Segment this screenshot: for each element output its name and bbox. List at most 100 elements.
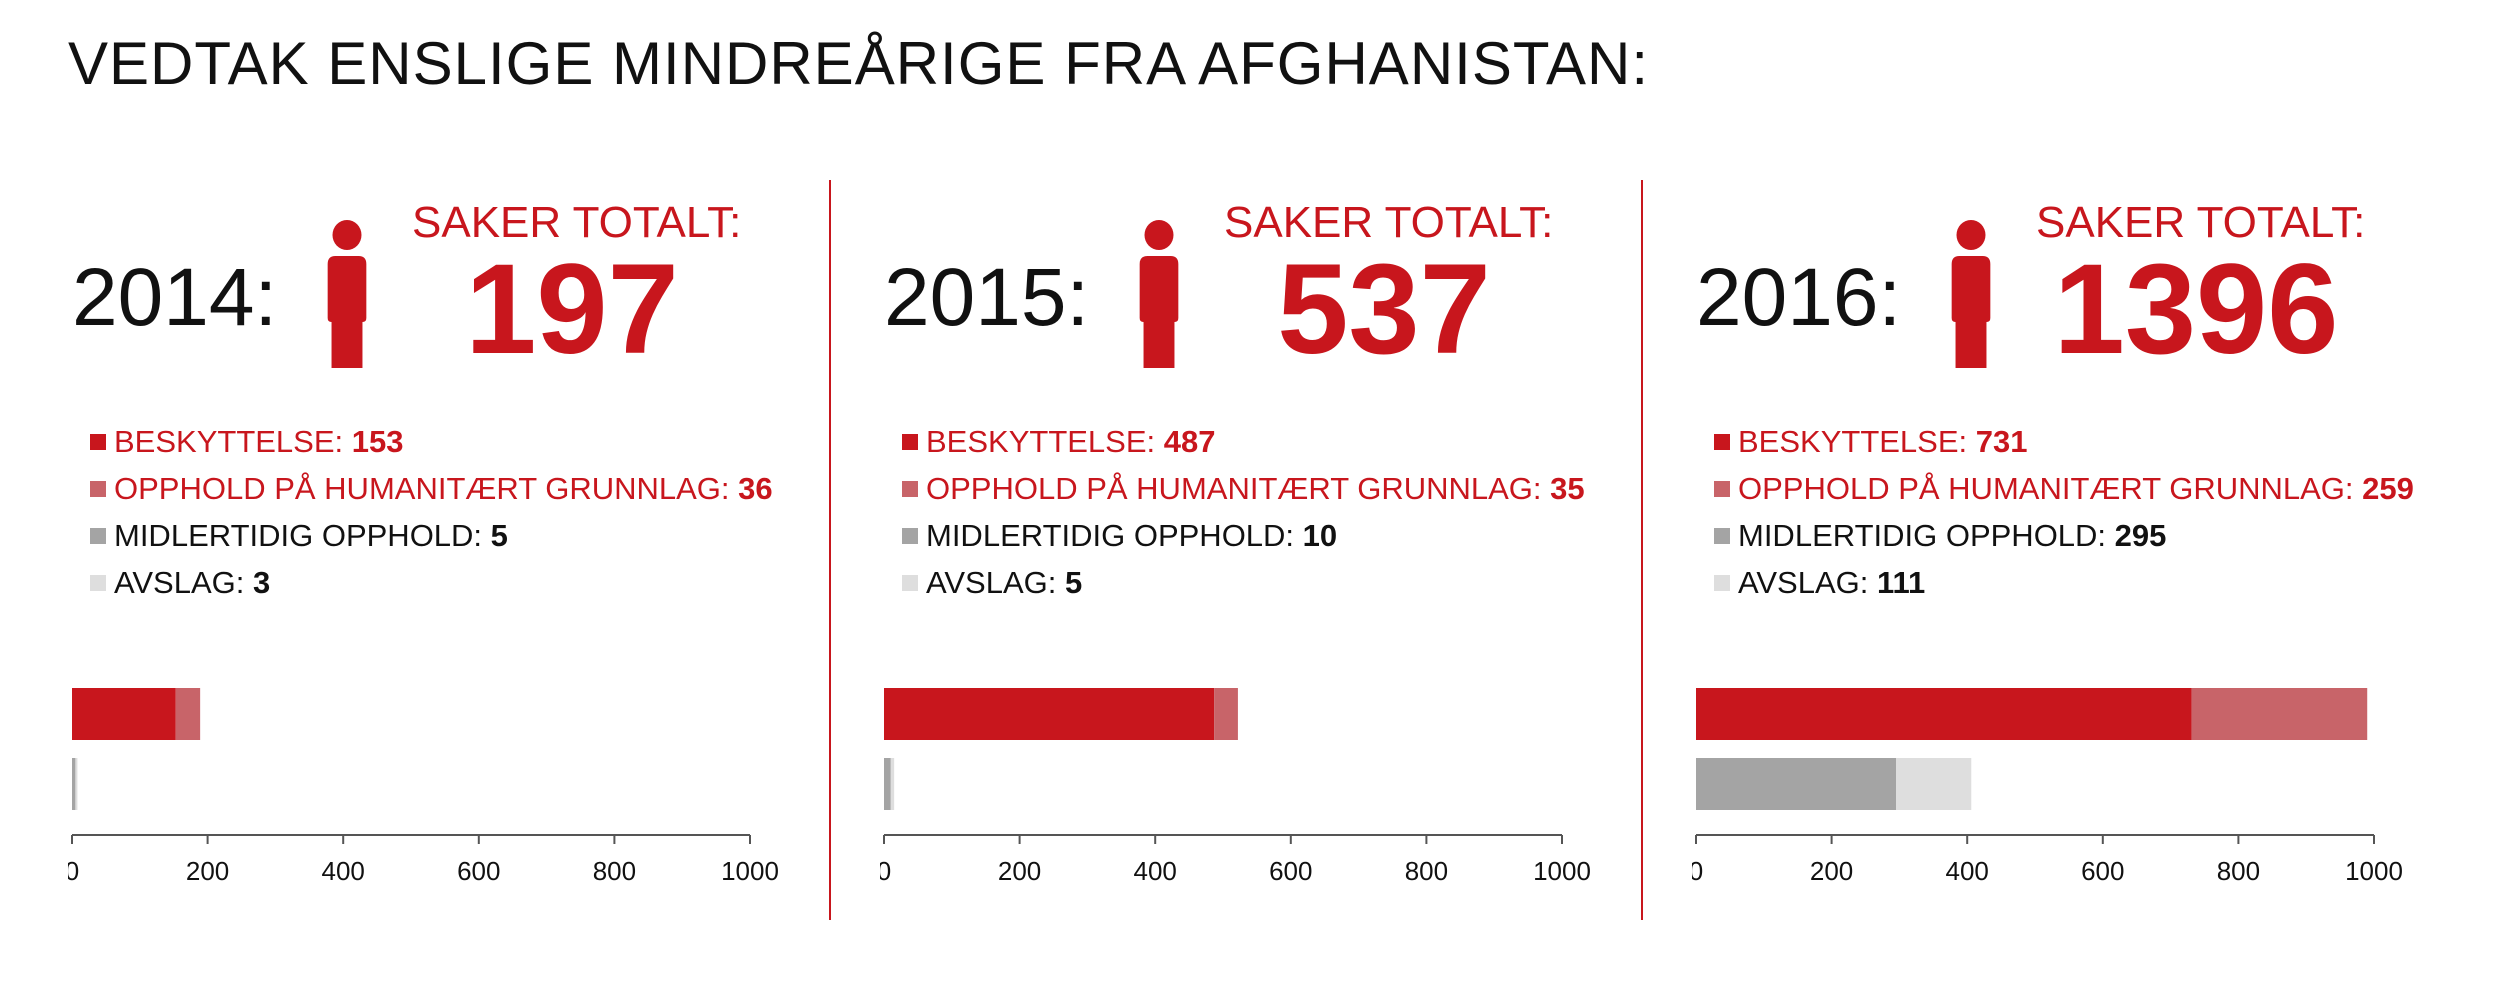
bar-avslag	[890, 758, 895, 810]
legend-value: 10	[1302, 518, 1338, 553]
legend-swatch	[90, 481, 106, 497]
x-tick-label: 600	[1269, 856, 1312, 886]
bar-midlertidig	[1696, 758, 1897, 810]
legend-label: MIDLERTIDIG OPPHOLD:	[1738, 518, 2115, 553]
legend-value: 295	[2114, 518, 2167, 553]
bar-chart: 0 200 400 600 800 1000	[1692, 688, 2403, 886]
legend-value: 35	[1550, 471, 1585, 506]
legend-label: OPPHOLD PÅ HUMANITÆRT GRUNNLAG:	[1738, 471, 2363, 506]
legend-swatch	[90, 528, 106, 544]
bar-chart: 0 200 400 600 800 1000	[880, 688, 1591, 886]
x-tick-label: 600	[2081, 856, 2124, 886]
bar-chart: 0 200 400 600 800 1000	[68, 688, 779, 886]
legend-value: 3	[253, 565, 271, 600]
total-label: SAKER TOTALT:	[412, 198, 742, 247]
legend-label: BESKYTTELSE:	[114, 424, 352, 459]
panel-divider	[1641, 180, 1643, 920]
legend-item-beskyttelse: BESKYTTELSE: 731	[1714, 418, 2414, 465]
legend-swatch	[1714, 434, 1730, 450]
year-panel-2016: 2016: SAKER TOTALT: 1396 BESKYTTELSE: 73…	[1692, 0, 2500, 982]
x-tick-label: 0	[68, 856, 79, 886]
x-tick-label: 0	[1692, 856, 1703, 886]
legend-value: 731	[1975, 424, 2028, 459]
bar-avslag	[1896, 758, 1972, 810]
legend-value: 36	[738, 471, 773, 506]
x-tick-label: 1000	[1533, 856, 1591, 886]
x-tick-label: 800	[593, 856, 636, 886]
year-panel-2015: 2015: SAKER TOTALT: 537 BESKYTTELSE: 487…	[880, 0, 1696, 982]
year-label: 2016:	[1696, 252, 1902, 343]
legend-swatch	[90, 434, 106, 450]
legend-label: BESKYTTELSE:	[1738, 424, 1976, 459]
legend-label: BESKYTTELSE:	[926, 424, 1164, 459]
legend-swatch	[1714, 481, 1730, 497]
legend-item-humanitaert: OPPHOLD PÅ HUMANITÆRT GRUNNLAG: 35	[902, 465, 1585, 512]
legend-value: 487	[1163, 424, 1216, 459]
legend: BESKYTTELSE: 731 OPPHOLD PÅ HUMANITÆRT G…	[1714, 418, 2414, 606]
total-value: 537	[1277, 238, 1491, 381]
legend-label: MIDLERTIDIG OPPHOLD:	[114, 518, 491, 553]
x-tick-label: 1000	[721, 856, 779, 886]
x-tick-label: 400	[322, 856, 365, 886]
legend-value: 111	[1877, 565, 1926, 600]
legend-swatch	[902, 481, 918, 497]
total-label: SAKER TOTALT:	[2036, 198, 2366, 247]
x-tick-label: 0	[880, 856, 891, 886]
legend-label: AVSLAG:	[114, 565, 253, 600]
legend-value: 153	[351, 424, 404, 459]
bar-beskyttelse	[72, 688, 176, 740]
total-label: SAKER TOTALT:	[1224, 198, 1554, 247]
legend-item-beskyttelse: BESKYTTELSE: 153	[90, 418, 773, 465]
legend-item-humanitaert: OPPHOLD PÅ HUMANITÆRT GRUNNLAG: 36	[90, 465, 773, 512]
legend: BESKYTTELSE: 487 OPPHOLD PÅ HUMANITÆRT G…	[902, 418, 1585, 606]
legend-value: 259	[2362, 471, 2414, 506]
legend-value: 5	[490, 518, 508, 553]
x-tick-label: 600	[457, 856, 500, 886]
x-tick-label: 800	[2217, 856, 2260, 886]
year-label: 2014:	[72, 252, 278, 343]
year-label: 2015:	[884, 252, 1090, 343]
page-title: VEDTAK ENSLIGE MINDREÅRIGE FRA AFGHANIST…	[68, 30, 1650, 97]
legend-label: AVSLAG:	[1738, 565, 1877, 600]
x-tick-label: 400	[1946, 856, 1989, 886]
legend-item-midlertidig: MIDLERTIDIG OPPHOLD: 295	[1714, 512, 2414, 559]
legend-item-avslag: AVSLAG: 5	[902, 559, 1585, 606]
panel-divider	[829, 180, 831, 920]
legend-swatch	[902, 528, 918, 544]
bar-humanitaert	[175, 688, 201, 740]
x-tick-label: 200	[186, 856, 229, 886]
legend-label: MIDLERTIDIG OPPHOLD:	[926, 518, 1303, 553]
person-icon	[327, 220, 367, 368]
person-icon	[1951, 220, 1991, 368]
legend-label: AVSLAG:	[926, 565, 1065, 600]
x-tick-label: 1000	[2345, 856, 2403, 886]
legend-item-beskyttelse: BESKYTTELSE: 487	[902, 418, 1585, 465]
total-value: 1396	[2053, 238, 2339, 381]
legend-swatch	[90, 575, 106, 591]
x-tick-label: 200	[998, 856, 1041, 886]
bar-humanitaert	[2191, 688, 2368, 740]
legend-item-humanitaert: OPPHOLD PÅ HUMANITÆRT GRUNNLAG: 259	[1714, 465, 2414, 512]
x-tick-label: 400	[1134, 856, 1177, 886]
bar-midlertidig	[72, 758, 76, 810]
legend-label: OPPHOLD PÅ HUMANITÆRT GRUNNLAG:	[926, 471, 1551, 506]
total-value: 197	[465, 238, 679, 381]
legend-item-midlertidig: MIDLERTIDIG OPPHOLD: 5	[90, 512, 773, 559]
legend: BESKYTTELSE: 153 OPPHOLD PÅ HUMANITÆRT G…	[90, 418, 773, 606]
bar-beskyttelse	[1696, 688, 2192, 740]
person-icon	[1139, 220, 1179, 368]
bar-beskyttelse	[884, 688, 1215, 740]
legend-label: OPPHOLD PÅ HUMANITÆRT GRUNNLAG:	[114, 471, 739, 506]
x-tick-label: 200	[1810, 856, 1853, 886]
legend-value: 5	[1065, 565, 1083, 600]
legend-swatch	[902, 575, 918, 591]
legend-swatch	[1714, 575, 1730, 591]
bar-humanitaert	[1214, 688, 1238, 740]
legend-swatch	[902, 434, 918, 450]
year-panel-2014: 2014: SAKER TOTALT: 197 BESKYTTELSE: 153…	[68, 0, 884, 982]
legend-item-avslag: AVSLAG: 3	[90, 559, 773, 606]
legend-item-midlertidig: MIDLERTIDIG OPPHOLD: 10	[902, 512, 1585, 559]
legend-item-avslag: AVSLAG: 111	[1714, 559, 2414, 606]
bar-midlertidig	[884, 758, 891, 810]
bar-avslag	[75, 758, 78, 810]
